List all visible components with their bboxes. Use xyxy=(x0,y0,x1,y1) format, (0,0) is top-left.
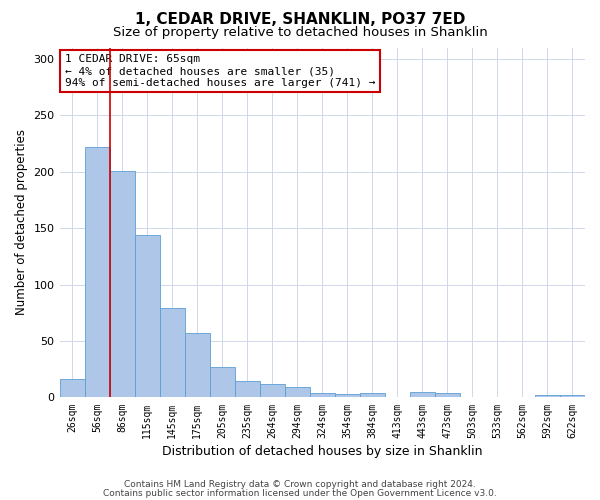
Text: 1, CEDAR DRIVE, SHANKLIN, PO37 7ED: 1, CEDAR DRIVE, SHANKLIN, PO37 7ED xyxy=(135,12,465,28)
Bar xyxy=(310,393,335,398)
Bar xyxy=(560,395,585,398)
Text: 1 CEDAR DRIVE: 65sqm
← 4% of detached houses are smaller (35)
94% of semi-detach: 1 CEDAR DRIVE: 65sqm ← 4% of detached ho… xyxy=(65,54,375,88)
Bar xyxy=(185,333,209,398)
Bar xyxy=(85,147,110,398)
Text: Contains public sector information licensed under the Open Government Licence v3: Contains public sector information licen… xyxy=(103,489,497,498)
Bar xyxy=(535,395,560,398)
Bar xyxy=(235,380,260,398)
Bar xyxy=(335,394,360,398)
Text: Contains HM Land Registry data © Crown copyright and database right 2024.: Contains HM Land Registry data © Crown c… xyxy=(124,480,476,489)
Bar xyxy=(410,392,435,398)
Text: Size of property relative to detached houses in Shanklin: Size of property relative to detached ho… xyxy=(113,26,487,39)
Bar xyxy=(260,384,285,398)
Y-axis label: Number of detached properties: Number of detached properties xyxy=(15,130,28,316)
Bar xyxy=(285,388,310,398)
Bar xyxy=(360,393,385,398)
X-axis label: Distribution of detached houses by size in Shanklin: Distribution of detached houses by size … xyxy=(162,444,482,458)
Bar xyxy=(59,380,85,398)
Bar xyxy=(110,170,134,398)
Bar xyxy=(435,393,460,398)
Bar xyxy=(134,235,160,398)
Bar xyxy=(160,308,185,398)
Bar xyxy=(209,367,235,398)
